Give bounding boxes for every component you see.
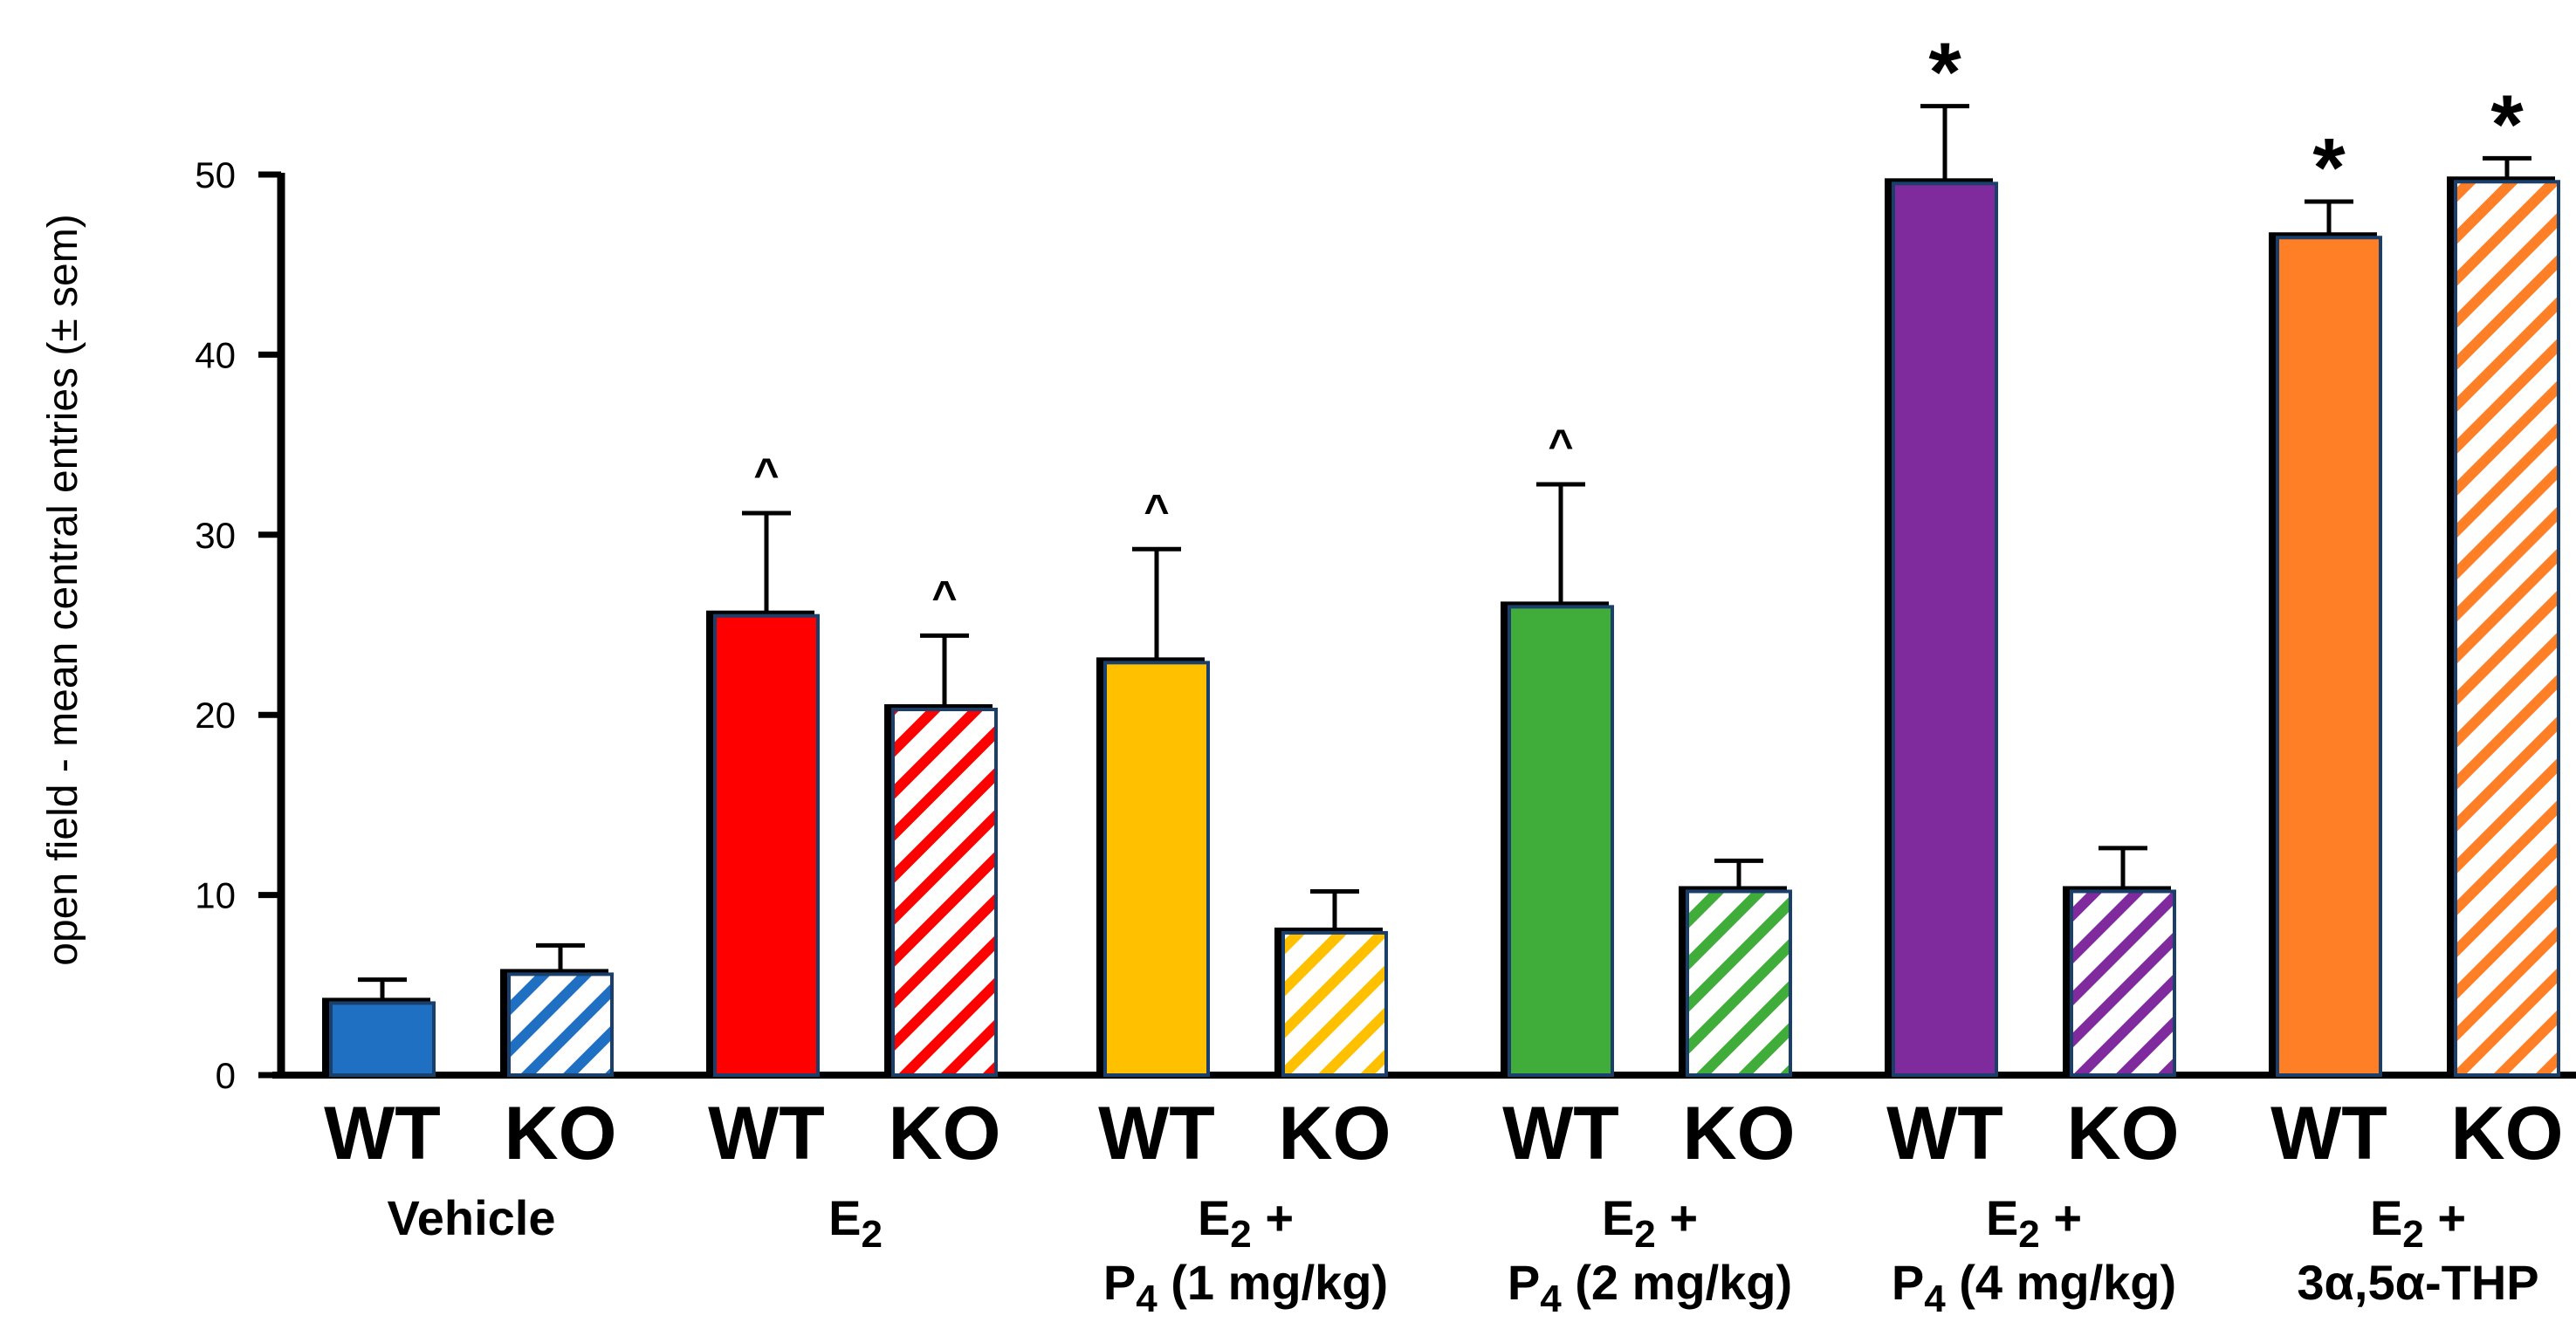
genotype-label: WT — [1886, 1092, 2003, 1175]
genotype-label: KO — [889, 1092, 1001, 1175]
treatment-label: E2 + — [1602, 1190, 1698, 1256]
y-axis-label: open field - mean central entries (± sem… — [40, 214, 86, 965]
significance-caret: ^ — [931, 572, 957, 620]
treatment-label: E2 + — [2370, 1190, 2466, 1256]
treatment-label-rest: + — [2424, 1190, 2466, 1245]
treatment-label-text: P — [1508, 1255, 1540, 1310]
y-tick-label: 20 — [195, 695, 236, 736]
treatment-label-subscript: 4 — [1136, 1278, 1157, 1320]
y-tick-label: 0 — [216, 1055, 236, 1096]
significance-star: * — [2312, 121, 2346, 215]
treatment-label: E2 — [828, 1190, 883, 1256]
y-tick-label: 30 — [195, 515, 236, 556]
treatment-label-text: E — [1198, 1190, 1230, 1245]
treatment-label-text: E — [828, 1190, 861, 1245]
treatment-label-subscript: 4 — [1540, 1278, 1562, 1320]
bar-ko — [891, 708, 998, 1077]
treatment-label: Vehicle — [387, 1190, 555, 1245]
treatment-label-subscript: 2 — [2402, 1213, 2423, 1256]
bar-ko — [1281, 930, 1388, 1077]
treatment-label: 3α,5α-THP — [2297, 1255, 2538, 1310]
treatment-label-rest: + — [1252, 1190, 1294, 1245]
treatment-label-subscript: 2 — [1634, 1213, 1655, 1256]
bar-ko — [2454, 180, 2560, 1078]
treatment-label-subscript: 2 — [1230, 1213, 1251, 1256]
treatment-label: E2 + — [1986, 1190, 2082, 1256]
treatment-label-rest: + — [2040, 1190, 2082, 1245]
treatment-label-subscript: 2 — [861, 1213, 882, 1256]
bar-wt — [713, 613, 820, 1077]
significance-caret: ^ — [753, 449, 779, 498]
treatment-label: P4 (2 mg/kg) — [1508, 1255, 1792, 1320]
bar-wt — [1508, 605, 1614, 1077]
genotype-label: KO — [1279, 1092, 1391, 1175]
treatment-label-rest: (1 mg/kg) — [1157, 1255, 1388, 1310]
treatment-label-text: P — [1103, 1255, 1136, 1310]
genotype-label: KO — [2067, 1092, 2180, 1175]
significance-caret: ^ — [1548, 421, 1573, 469]
genotype-label: WT — [2270, 1092, 2387, 1175]
bars — [322, 104, 2560, 1078]
treatment-label: P4 (1 mg/kg) — [1103, 1255, 1388, 1320]
bar-ko — [507, 972, 614, 1078]
treatment-label-rest: (2 mg/kg) — [1562, 1255, 1792, 1310]
bar-wt — [1103, 661, 1210, 1077]
treatment-label: E2 + — [1198, 1190, 1294, 1256]
genotype-label: WT — [708, 1092, 825, 1175]
treatment-label-text: 3α,5α-THP — [2297, 1255, 2538, 1310]
y-tick-label: 40 — [195, 334, 236, 375]
treatment-label-rest: (4 mg/kg) — [1946, 1255, 2176, 1310]
genotype-label: WT — [324, 1092, 441, 1175]
bar-ko — [1686, 889, 1792, 1077]
treatment-label-text: E — [2370, 1190, 2402, 1245]
treatment-label-text: Vehicle — [387, 1190, 555, 1245]
treatment-label-subscript: 4 — [1924, 1278, 1946, 1320]
y-tick-label: 10 — [195, 875, 236, 916]
genotype-label: KO — [505, 1092, 617, 1175]
genotype-label: WT — [1502, 1092, 1619, 1175]
treatment-label-text: E — [1986, 1190, 2018, 1245]
treatment-label-rest: + — [1656, 1190, 1698, 1245]
treatment-label: P4 (4 mg/kg) — [1892, 1255, 2176, 1320]
significance-star: * — [1928, 26, 1961, 120]
genotype-label: KO — [1683, 1092, 1796, 1175]
treatment-label-subscript: 2 — [2018, 1213, 2039, 1256]
genotype-label: KO — [2451, 1092, 2564, 1175]
bar-wt — [2276, 236, 2382, 1077]
treatment-label-text: P — [1892, 1255, 1924, 1310]
bar-wt — [329, 1001, 436, 1077]
bar-wt — [1892, 182, 1998, 1077]
significance-caret: ^ — [1144, 485, 1169, 534]
bar-ko — [2070, 889, 2176, 1077]
genotype-label: WT — [1098, 1092, 1215, 1175]
significance-star: * — [2490, 78, 2524, 171]
y-tick-label: 50 — [195, 154, 236, 195]
treatment-label-text: E — [1602, 1190, 1634, 1245]
axes: 0 10 20 30 40 50 open field - mean central ent… — [40, 154, 2576, 1096]
